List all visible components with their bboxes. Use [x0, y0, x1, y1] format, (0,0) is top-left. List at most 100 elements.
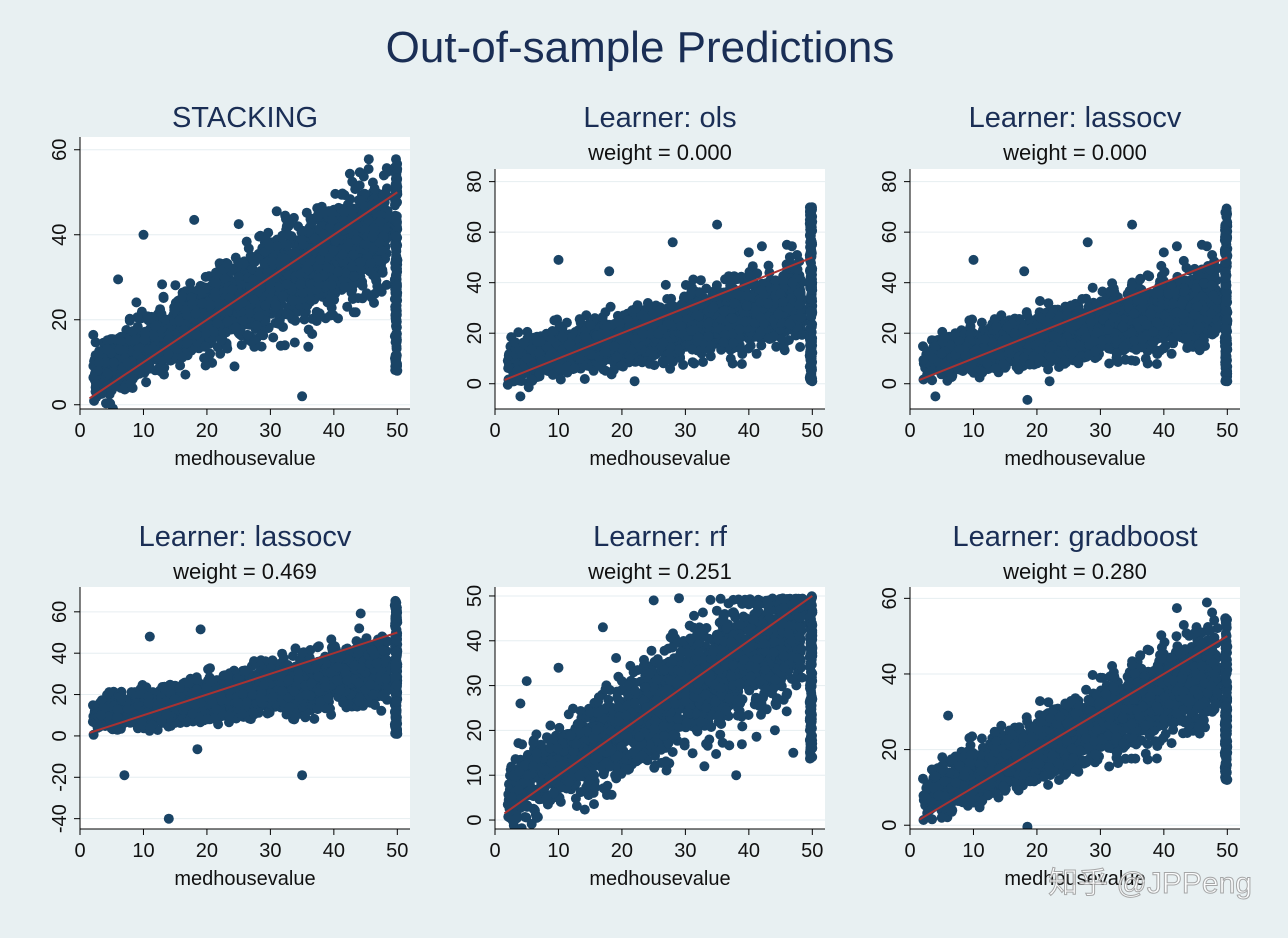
data-point: [241, 236, 252, 247]
data-point: [101, 344, 112, 355]
data-point: [283, 309, 294, 320]
data-point: [377, 267, 388, 278]
data-point: [191, 329, 202, 340]
data-point: [736, 359, 747, 369]
data-point: [391, 300, 402, 311]
data-point: [740, 316, 750, 327]
data-point: [227, 284, 238, 295]
data-point: [391, 154, 401, 165]
data-point: [544, 351, 555, 362]
data-point: [591, 330, 602, 341]
panel-title: Learner: lassocv: [969, 102, 1182, 134]
x-tick-label: 10: [547, 420, 569, 442]
data-point: [278, 291, 288, 302]
data-point: [806, 321, 817, 332]
data-point: [143, 363, 154, 374]
data-point: [325, 222, 335, 233]
data-point: [390, 241, 401, 252]
data-point: [535, 336, 546, 347]
data-point: [660, 279, 671, 290]
data-point: [102, 368, 113, 379]
x-tick-label: 30: [674, 420, 696, 442]
data-point: [794, 299, 804, 310]
data-point: [299, 314, 310, 325]
data-point: [322, 263, 333, 274]
data-point: [585, 320, 596, 330]
data-point: [145, 313, 156, 324]
data-point: [692, 332, 703, 343]
data-point: [805, 224, 816, 235]
y-tick-label: 80: [464, 171, 486, 193]
data-point: [338, 214, 349, 225]
data-point: [157, 279, 168, 290]
x-axis-label: medhousevalue: [174, 448, 315, 470]
data-point: [281, 279, 292, 290]
data-point: [728, 338, 739, 348]
data-point: [312, 203, 323, 214]
data-point: [339, 207, 350, 218]
data-point: [392, 254, 403, 265]
data-point: [347, 206, 357, 216]
data-point: [640, 313, 651, 324]
data-point: [807, 376, 818, 387]
data-point: [354, 167, 365, 178]
data-point: [289, 337, 300, 348]
data-point: [163, 348, 174, 359]
data-point: [88, 329, 99, 340]
data-point: [667, 237, 678, 248]
data-point: [312, 211, 323, 222]
data-point: [391, 231, 402, 242]
x-tick-label: 50: [801, 420, 823, 442]
data-point: [805, 276, 816, 287]
data-point: [203, 311, 213, 322]
data-point: [344, 168, 355, 179]
data-point: [114, 344, 125, 355]
data-point: [355, 257, 366, 268]
data-point: [208, 326, 219, 337]
data-point: [755, 312, 766, 323]
data-point: [600, 307, 611, 318]
data-point: [806, 248, 817, 258]
data-point: [190, 308, 201, 319]
data-point: [113, 274, 124, 285]
data-point: [318, 246, 329, 257]
data-point: [775, 288, 786, 299]
data-point: [256, 341, 267, 352]
x-tick-label: 40: [323, 420, 345, 442]
data-point: [361, 239, 372, 250]
data-point: [268, 332, 279, 343]
data-point: [637, 328, 648, 339]
scatter-points: [502, 202, 818, 402]
data-point: [272, 241, 282, 252]
data-point: [127, 326, 138, 337]
data-point: [332, 266, 343, 277]
data-point: [233, 257, 244, 268]
data-point: [377, 245, 387, 256]
data-point: [534, 368, 545, 379]
data-point: [805, 307, 816, 318]
data-point: [249, 257, 260, 267]
data-point: [806, 235, 817, 245]
data-point: [347, 261, 358, 272]
data-point: [365, 258, 376, 269]
data-point: [140, 329, 150, 339]
data-point: [741, 301, 752, 311]
data-point: [708, 302, 719, 313]
data-point: [180, 369, 191, 380]
data-point: [342, 301, 353, 312]
data-point: [727, 358, 738, 369]
data-point: [200, 360, 211, 371]
y-tick-label: 20: [49, 309, 71, 331]
data-point: [290, 315, 301, 326]
data-point: [92, 365, 103, 376]
data-point: [265, 278, 276, 289]
data-point: [732, 289, 743, 300]
data-point: [351, 234, 362, 245]
data-point: [805, 338, 816, 349]
data-point: [719, 329, 730, 340]
data-point: [554, 321, 565, 331]
data-point: [319, 207, 330, 218]
data-point: [104, 413, 114, 423]
data-point: [213, 298, 224, 309]
